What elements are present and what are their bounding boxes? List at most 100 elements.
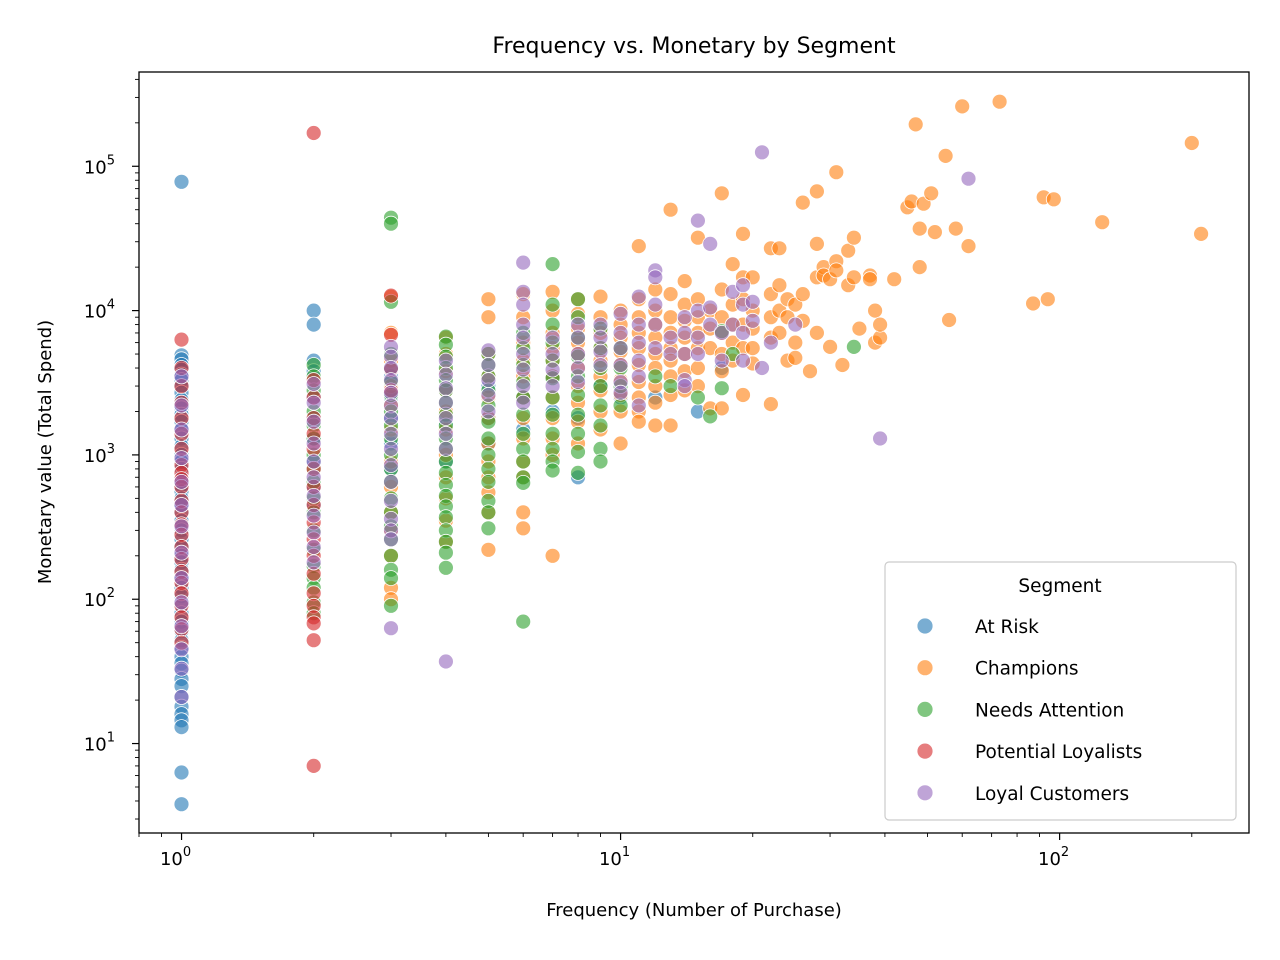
scatter-point (960, 238, 977, 255)
scatter-point (383, 570, 399, 586)
scatter-point (437, 544, 454, 561)
chart-title: Frequency vs. Monetary by Segment (492, 34, 896, 59)
scatter-point (173, 796, 190, 813)
scatter-point (911, 220, 928, 237)
scatter-point (612, 384, 629, 401)
scatter-point (173, 594, 190, 611)
scatter-point (1183, 135, 1200, 151)
scatter-point (173, 450, 190, 467)
scatter-point (612, 340, 629, 357)
scatter-point (515, 425, 532, 442)
scatter-point (1025, 295, 1041, 312)
scatter-point (862, 271, 878, 288)
scatter-point (592, 329, 609, 346)
scatter-point (173, 719, 190, 735)
scatter-point (383, 410, 399, 427)
y-tick-label: 103 (84, 442, 115, 467)
scatter-point (383, 457, 399, 474)
scatter-point (1039, 291, 1056, 308)
scatter-point (846, 229, 862, 246)
scatter-point (173, 641, 190, 658)
scatter-point (662, 378, 679, 395)
legend-box (884, 561, 1237, 821)
scatter-point (662, 346, 679, 362)
scatter-point (570, 425, 586, 442)
legend-marker (916, 617, 934, 635)
scatter-point (907, 116, 924, 133)
legend-marker (916, 784, 934, 802)
scatter-point (763, 334, 779, 351)
scatter-point (173, 473, 190, 490)
scatter-point (676, 346, 693, 362)
scatter-point (480, 446, 497, 463)
series-loyal-customers (173, 144, 977, 705)
scatter-point (923, 185, 940, 202)
scatter-point (544, 256, 561, 273)
scatter-point (676, 378, 693, 395)
scatter-point (872, 430, 888, 447)
scatter-point (763, 396, 779, 413)
x-axis: 100 101 102 (138, 833, 1193, 870)
scatter-point (305, 413, 322, 430)
scatter-point (809, 235, 825, 252)
scatter-point (437, 509, 454, 526)
scatter-point (570, 374, 586, 390)
scatter-point (305, 469, 322, 486)
scatter-point (480, 430, 497, 447)
x-tick-label: 100 (160, 845, 191, 870)
scatter-point (305, 394, 322, 411)
scatter-point (570, 291, 586, 308)
legend-marker (916, 701, 934, 718)
scatter-point (173, 660, 190, 677)
scatter-point (834, 357, 851, 373)
scatter-point (690, 360, 706, 376)
scatter-point (702, 235, 719, 252)
legend-label: Needs Attention (975, 700, 1124, 721)
scatter-point (570, 346, 586, 362)
scatter-point (515, 346, 532, 362)
scatter-point (771, 240, 788, 257)
x-tick-label: 102 (1038, 845, 1069, 870)
scatter-point (735, 225, 751, 242)
scatter-point (947, 220, 964, 237)
scatter-point (937, 147, 954, 164)
scatter-point (305, 554, 322, 571)
scatter-point (713, 324, 730, 341)
scatter-point (867, 302, 883, 319)
scatter-point (647, 368, 664, 385)
scatter-point (612, 357, 629, 373)
scatter-point (809, 183, 825, 200)
scatter-point (592, 343, 609, 360)
legend-title: Segment (1018, 576, 1101, 597)
scatter-point (911, 259, 928, 276)
scatter-point (787, 349, 804, 366)
scatter-point (480, 473, 497, 490)
scatter-point (690, 212, 706, 229)
scatter-point (630, 352, 647, 369)
plot-frame (138, 71, 1250, 834)
scatter-point (630, 288, 647, 305)
scatter-point (544, 462, 561, 479)
scatter-point (480, 357, 497, 373)
scatter-point (544, 378, 561, 395)
scatter-point (960, 170, 977, 187)
y-tick-label: 102 (84, 586, 115, 611)
scatter-point (647, 269, 664, 286)
scatter-point (437, 352, 454, 369)
scatter-point (383, 492, 399, 509)
scatter-point (1045, 191, 1062, 208)
scatter-point (828, 262, 845, 279)
scatter-point (437, 425, 454, 442)
scatter-point (676, 324, 693, 341)
scatter-point (515, 613, 532, 630)
y-tick-label: 104 (84, 298, 115, 323)
scatter-point (828, 164, 845, 181)
scatter-point (544, 346, 561, 362)
scatter-point (437, 559, 454, 576)
scatter-point (787, 334, 804, 351)
scatter-point (173, 764, 190, 781)
scatter-point (592, 397, 609, 414)
legend-marker (916, 659, 934, 677)
scatter-point (794, 286, 811, 303)
scatter-point (612, 435, 629, 452)
